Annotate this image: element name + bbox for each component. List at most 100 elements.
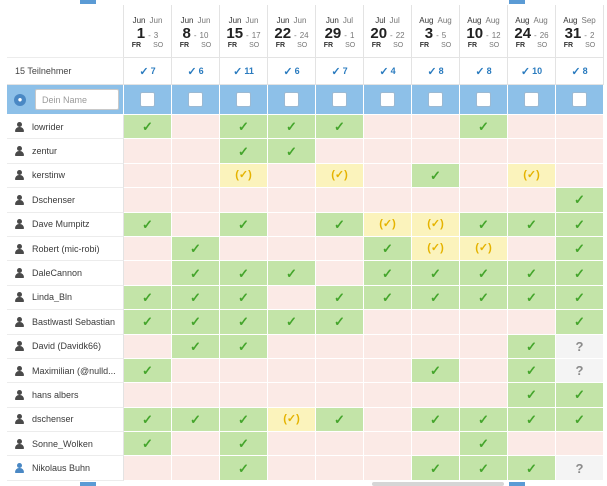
check-icon: ✓ <box>382 265 393 281</box>
date-month-row: Jul Jul <box>364 16 411 25</box>
start-month: Aug <box>563 16 578 25</box>
vote-cell: ✓ <box>508 163 556 189</box>
participant-name-cell: David (Davidk66) <box>7 334 124 359</box>
name-input[interactable] <box>35 89 119 110</box>
check-icon: ✓ <box>478 436 489 452</box>
horizontal-scrollbar-thumb[interactable] <box>372 482 504 486</box>
check-icon: ✓ <box>430 460 441 476</box>
vote-cell <box>508 432 556 457</box>
vote-cell <box>268 188 316 213</box>
end-month: Jun <box>197 16 211 25</box>
vote-cell <box>172 383 220 408</box>
range-dash: - <box>584 31 587 40</box>
user-icon <box>15 194 24 205</box>
end-month: Jun <box>149 16 163 25</box>
date-day-row: 31-2 <box>556 25 603 42</box>
vote-checkbox[interactable] <box>476 92 491 107</box>
vote-cell: ✓ <box>412 163 460 189</box>
user-icon: ● <box>14 93 26 106</box>
check-icon: ✓ <box>142 289 153 305</box>
vote-checkbox[interactable] <box>188 92 203 107</box>
check-icon: ✓ <box>334 289 345 305</box>
date-month-row: Aug Aug <box>412 16 459 25</box>
vote-checkbox[interactable] <box>284 92 299 107</box>
vote-checkbox[interactable] <box>140 92 155 107</box>
vote-checkbox[interactable] <box>572 92 587 107</box>
vote-cell: ✓ <box>268 261 316 286</box>
vote-cell <box>316 236 364 262</box>
date-month-row: Jun Jun <box>268 16 315 25</box>
start-weekday: FR <box>419 42 430 49</box>
end-weekday: SO <box>345 42 356 49</box>
end-day: 24 <box>299 31 309 40</box>
vote-cell <box>364 456 412 481</box>
start-weekday: FR <box>515 42 526 49</box>
check-icon: ✓ <box>574 289 585 305</box>
check-icon: ✓ <box>238 216 249 232</box>
vote-cell: ✓ <box>364 212 412 237</box>
date-header-2: Jun Jun 8-10 FR SO <box>172 5 220 58</box>
check-icon: ✓ <box>286 265 297 281</box>
yes-count-2: ✓ 6 <box>172 58 220 85</box>
check-icon: ✓ <box>478 119 489 135</box>
vote-checkbox[interactable] <box>524 92 539 107</box>
count-value: 8 <box>486 66 492 76</box>
date-header-10: Aug Sep 31-2 FR SO <box>556 5 604 58</box>
vote-cell: ✓ <box>172 334 220 359</box>
end-day: 12 <box>491 31 501 40</box>
participant-name: Maximilian (@nulld... <box>32 365 116 376</box>
date-month-row: Jun Jun <box>220 16 267 25</box>
range-dash: - <box>193 31 197 40</box>
vote-cell: ✓ <box>508 456 556 481</box>
vote-cell: ✓ <box>508 261 556 286</box>
start-month: Jun <box>325 16 339 25</box>
start-day: 1 <box>136 25 146 42</box>
vote-checkbox[interactable] <box>380 92 395 107</box>
date-weekday-row: FR SO <box>268 42 315 49</box>
vote-cell <box>172 358 220 384</box>
check-icon: ✓ <box>334 411 345 427</box>
vote-cell <box>124 163 172 189</box>
participant-name: kerstinw <box>32 170 66 181</box>
vote-cell <box>556 432 604 457</box>
vote-checkbox[interactable] <box>332 92 347 107</box>
corner-cell <box>7 5 124 58</box>
end-weekday: SO <box>441 42 452 49</box>
user-icon <box>15 414 24 425</box>
start-day: 24 <box>514 25 532 42</box>
participant-name: zentur <box>32 146 58 157</box>
vote-cell: ✓ <box>172 261 220 286</box>
check-icon: ✓ <box>142 363 153 379</box>
vote-cell <box>220 188 268 213</box>
vote-cell: ✓ <box>220 285 268 311</box>
vote-cell <box>124 456 172 481</box>
count-value: 6 <box>198 66 204 76</box>
count-check-icon: ✓ <box>139 65 149 78</box>
yes-count-7: ✓ 8 <box>412 58 460 85</box>
vote-cell <box>508 236 556 262</box>
date-month-row: Jun Jun <box>124 16 171 25</box>
start-day: 3 <box>424 25 434 42</box>
vote-cell <box>172 188 220 213</box>
vote-cell <box>460 334 508 359</box>
date-header-9: Aug Aug 24-26 FR SO <box>508 5 556 58</box>
check-icon: ✓ <box>190 314 201 330</box>
check-icon: ✓ <box>526 363 537 379</box>
count-value: 4 <box>390 66 396 76</box>
participant-name: Robert (mic-robi) <box>32 243 100 254</box>
date-weekday-row: FR SO <box>556 42 603 49</box>
vote-checkbox[interactable] <box>428 92 443 107</box>
vote-checkbox[interactable] <box>236 92 251 107</box>
yes-count-5: ✓ 7 <box>316 58 364 85</box>
date-header-7: Aug Aug 3-5 FR SO <box>412 5 460 58</box>
participant-name-cell: Bastlwastl Sebastian <box>7 310 124 335</box>
new-entry-cell-10 <box>556 85 604 115</box>
vote-cell: ✓ <box>364 285 412 311</box>
check-icon: ✓ <box>190 265 201 281</box>
vote-cell <box>556 139 604 164</box>
vote-cell: ✓ <box>124 115 172 140</box>
vote-cell <box>364 163 412 189</box>
end-day: 1 <box>349 31 355 40</box>
check-icon: ✓ <box>238 411 249 427</box>
vote-cell: ✓ <box>124 358 172 384</box>
